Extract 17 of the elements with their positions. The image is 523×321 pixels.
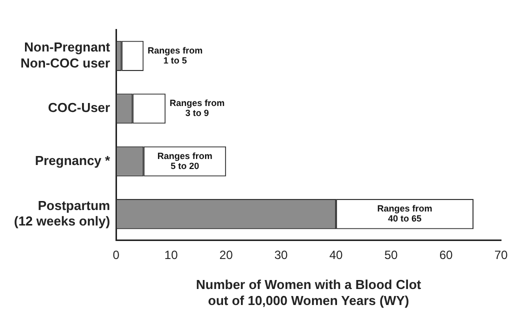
data-label: Ranges from 40 to 65 [377, 204, 432, 224]
data-label: Ranges from 5 to 20 [157, 150, 212, 171]
x-tick-label: 40 [329, 248, 344, 262]
y-tick-label: Postpartum (12 weeks only) [14, 198, 110, 228]
x-tick-label: 30 [274, 248, 288, 262]
x-tick-label: 70 [494, 248, 508, 262]
x-tick-label: 10 [164, 248, 178, 262]
data-label: Ranges from 1 to 5 [148, 45, 203, 66]
x-tick-label: 20 [219, 248, 234, 262]
y-tick-label: COC-User [48, 100, 110, 116]
y-tick-label: Non-Pregnant Non-COC user [20, 40, 111, 70]
y-tick-label: Pregnancy * [34, 152, 112, 168]
data-label: Ranges from 3 to 9 [170, 98, 225, 118]
x-tick-label: 60 [439, 248, 454, 262]
x-axis-title: Number of Women with a Blood Clot out of 10,000 Women Years (WY) [196, 277, 422, 308]
x-tick-label: 0 [112, 248, 120, 262]
x-tick-label: 50 [384, 248, 398, 262]
